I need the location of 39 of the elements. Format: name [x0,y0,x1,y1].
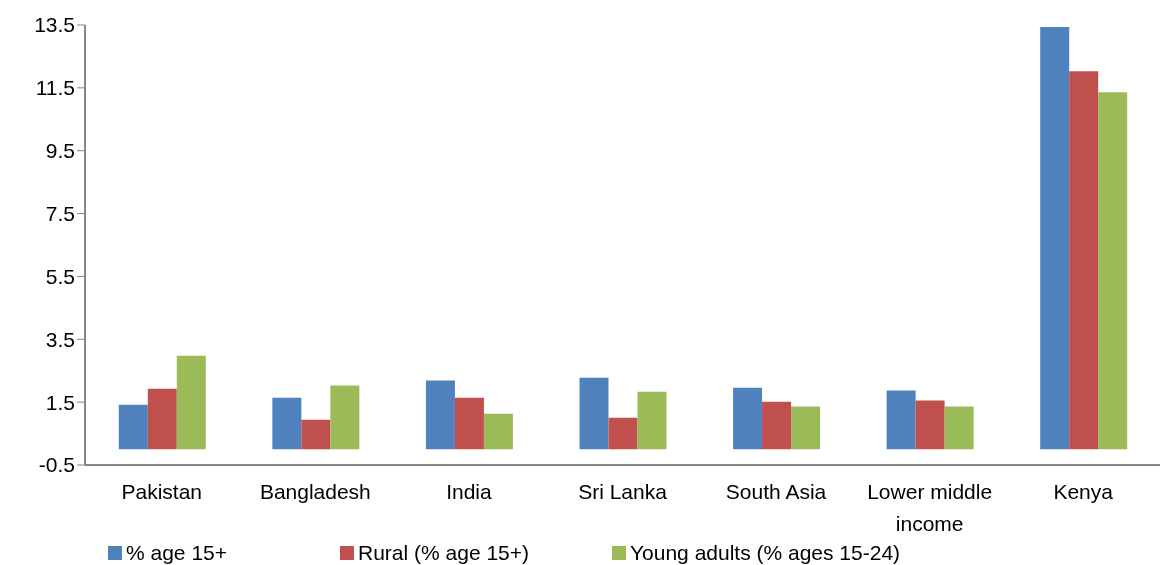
bar [272,397,302,450]
bar [425,380,455,450]
bar [915,400,945,450]
bar [608,417,638,450]
x-tick-label: South Asia [725,480,827,503]
bar [1098,92,1128,450]
bar [301,419,331,450]
bar [483,413,513,450]
legend-label: % age 15+ [126,541,228,565]
y-tick-label: -0.5 [38,453,75,477]
bar [733,387,763,450]
bar [176,355,206,450]
bar [147,388,177,450]
x-tick-label: India [446,480,493,503]
bar [886,390,916,450]
bar [118,404,148,450]
x-tick-label: Bangladesh [259,480,371,503]
y-tick-label: 9.5 [45,139,75,163]
bar [944,406,974,450]
y-tick-label: 7.5 [45,202,75,226]
y-tick-label: 5.5 [45,264,75,288]
y-tick-label: 3.5 [45,327,75,351]
bar [1069,71,1099,450]
bar [791,406,821,450]
y-tick-label: 11.5 [35,76,75,100]
legend-label: Rural (% age 15+) [358,541,530,565]
x-tick-label: Kenya [1053,480,1114,503]
legend-label: Young adults (% ages 15-24) [630,541,901,565]
x-tick-label: Lower middle income [867,480,993,535]
bar [579,377,609,450]
bar [330,385,360,450]
bar [762,401,792,450]
x-tick-label: Pakistan [121,480,203,503]
y-tick-label: 13.5 [34,13,75,37]
bar [454,397,484,450]
bar [637,391,667,450]
y-tick-label: 1.5 [45,390,75,414]
x-tick-label: Sri Lanka [578,480,668,503]
bar [1040,26,1070,450]
